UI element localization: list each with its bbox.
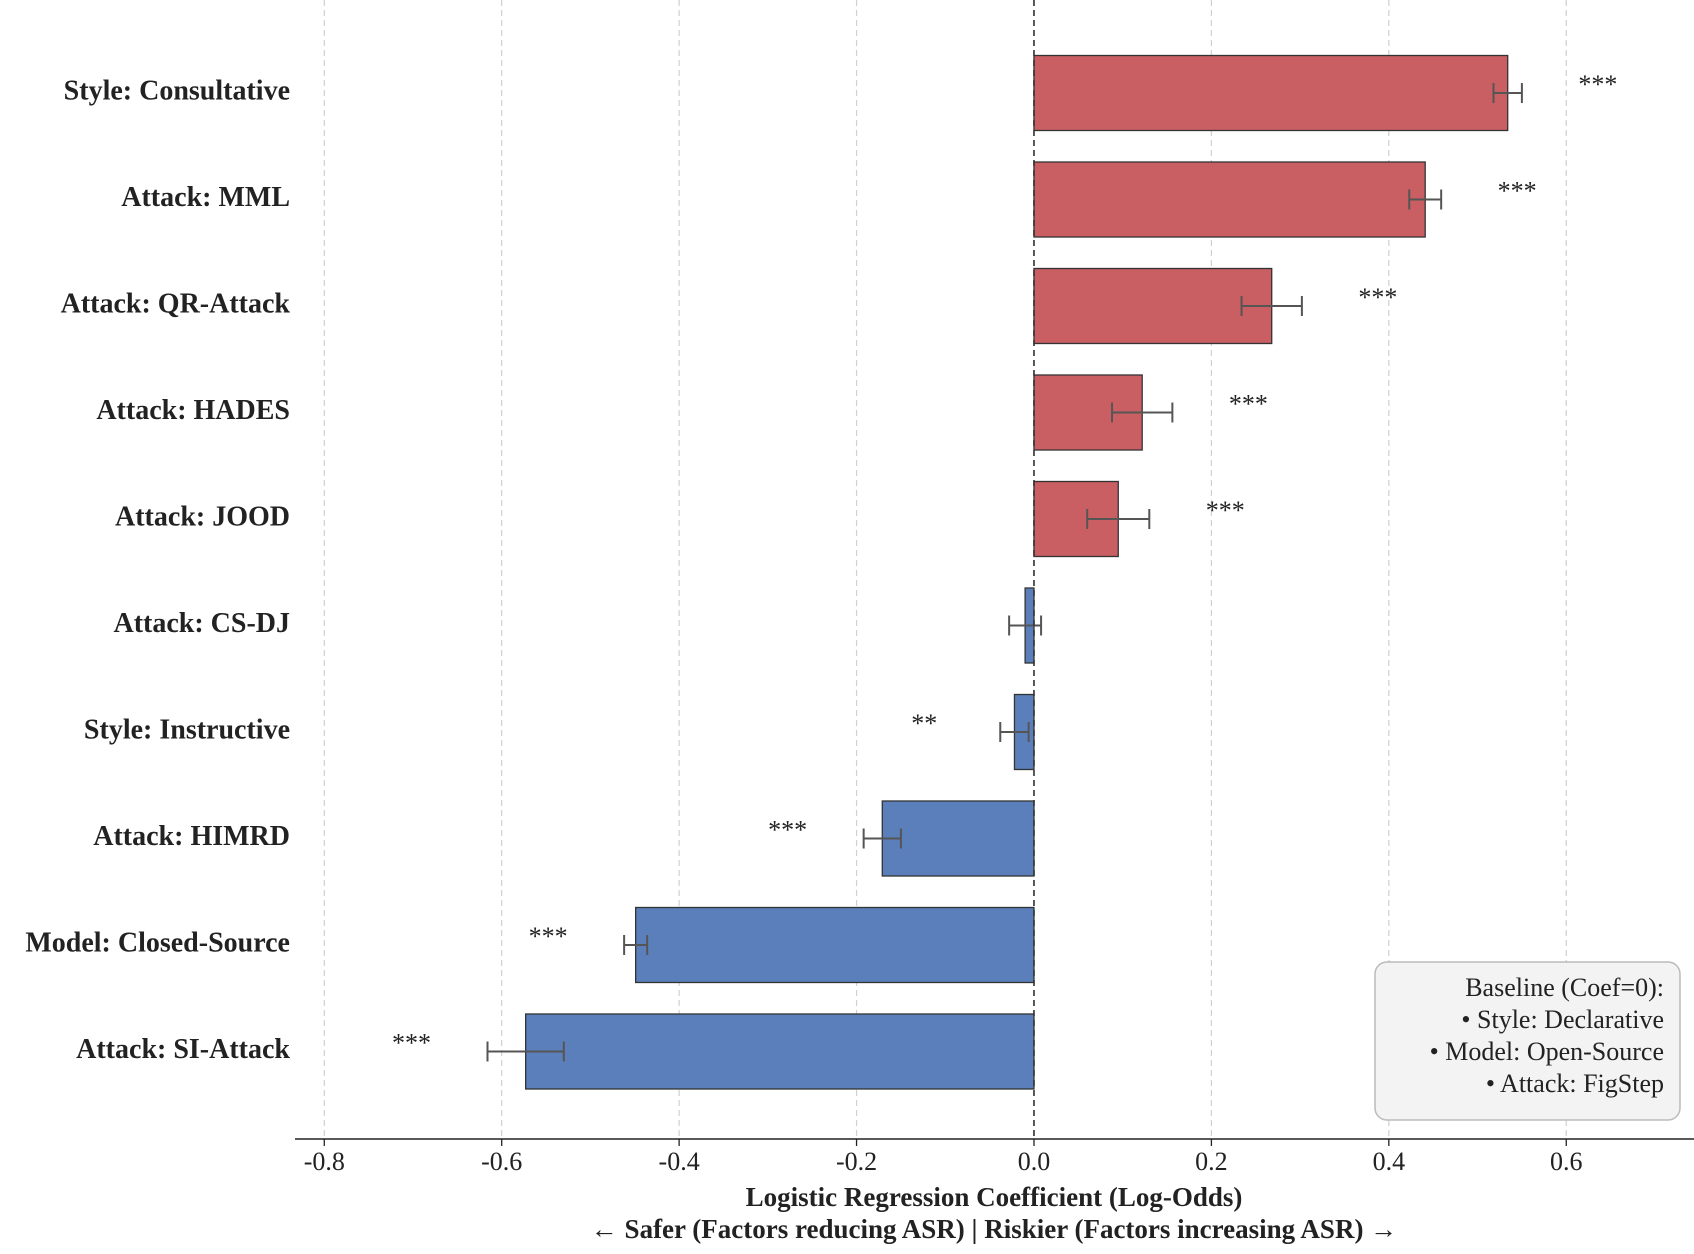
significance-label: *** bbox=[529, 922, 568, 951]
significance-label: *** bbox=[1229, 389, 1268, 418]
significance-label: *** bbox=[1206, 496, 1245, 525]
significance-label: ** bbox=[911, 709, 937, 738]
x-axis-sublabel: ← Safer (Factors reducing ASR) | Riskier… bbox=[591, 1214, 1397, 1244]
x-tick-label: -0.8 bbox=[304, 1147, 345, 1176]
y-tick-label: Style: Instructive bbox=[84, 714, 290, 745]
y-tick-label: Attack: HIMRD bbox=[93, 821, 290, 852]
y-tick-label: Style: Consultative bbox=[64, 75, 290, 106]
y-tick-label: Attack: CS-DJ bbox=[113, 608, 290, 639]
baseline-box bbox=[1374, 961, 1681, 1121]
error-bar bbox=[1240, 296, 1303, 316]
error-bar bbox=[1492, 83, 1523, 103]
error-bar bbox=[1111, 402, 1174, 423]
significance-label: *** bbox=[1358, 283, 1397, 312]
bar bbox=[1033, 54, 1509, 132]
significance-label: *** bbox=[392, 1028, 431, 1057]
y-tick-label: Attack: MML bbox=[121, 182, 290, 213]
error-bar bbox=[999, 722, 1030, 742]
bar bbox=[1033, 267, 1273, 345]
bar bbox=[525, 1013, 1035, 1090]
baseline-note: Baseline (Coef=0): bbox=[1465, 973, 1664, 1002]
y-tick-label: Attack: QR-Attack bbox=[61, 288, 291, 319]
significance-label: *** bbox=[1578, 70, 1617, 99]
error-bar bbox=[623, 935, 649, 955]
y-tick-label: Attack: SI-Attack bbox=[76, 1034, 290, 1065]
significance-label: *** bbox=[1498, 176, 1537, 205]
y-tick-label: Attack: JOOD bbox=[115, 501, 290, 532]
x-tick-label: 0.2 bbox=[1195, 1147, 1228, 1176]
y-tick-label: Attack: HADES bbox=[96, 395, 290, 426]
bar bbox=[1033, 161, 1426, 238]
significance-label: *** bbox=[768, 815, 807, 844]
bar bbox=[635, 906, 1035, 984]
bar bbox=[881, 800, 1035, 877]
x-tick-label: 0.4 bbox=[1373, 1147, 1406, 1176]
error-bar bbox=[1086, 509, 1151, 529]
error-bar bbox=[486, 1041, 565, 1062]
baseline-note: • Style: Declarative bbox=[1461, 1005, 1664, 1034]
error-bar bbox=[1008, 615, 1043, 636]
x-tick-label: -0.4 bbox=[659, 1147, 700, 1176]
x-tick-label: -0.6 bbox=[481, 1147, 522, 1176]
error-bar bbox=[1408, 189, 1443, 210]
x-tick-label: 0.0 bbox=[1018, 1147, 1051, 1176]
error-bar bbox=[862, 828, 902, 849]
x-tick-label: 0.6 bbox=[1550, 1147, 1583, 1176]
baseline-note: • Model: Open-Source bbox=[1430, 1037, 1664, 1066]
baseline-note: • Attack: FigStep bbox=[1486, 1069, 1664, 1098]
x-tick-label: -0.2 bbox=[836, 1147, 877, 1176]
x-axis-label: Logistic Regression Coefficient (Log-Odd… bbox=[746, 1182, 1243, 1212]
y-tick-label: Model: Closed-Source bbox=[25, 927, 290, 958]
